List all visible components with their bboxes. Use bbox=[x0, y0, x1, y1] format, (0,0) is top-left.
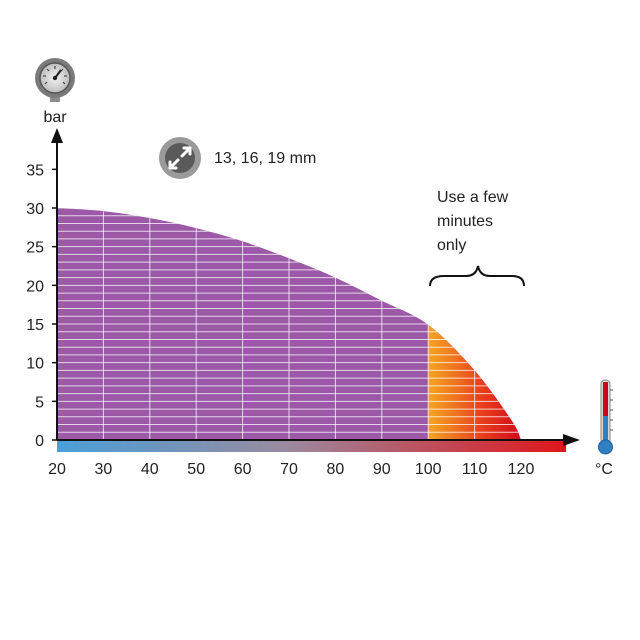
y-tick-label: 10 bbox=[26, 356, 44, 373]
pipe-size-label: 13, 16, 19 mm bbox=[214, 150, 316, 167]
x-tick-label: 30 bbox=[95, 461, 113, 478]
x-tick-label: 120 bbox=[508, 461, 535, 478]
x-tick-label: 40 bbox=[141, 461, 159, 478]
x-tick-labels: 20 30 40 50 60 70 80 90 100 110 120 bbox=[48, 461, 534, 478]
short-use-region bbox=[428, 208, 521, 440]
annotation-line-2: minutes bbox=[437, 213, 493, 230]
x-tick-label: 100 bbox=[415, 461, 442, 478]
pressure-gauge-icon bbox=[35, 58, 75, 102]
y-tick-label: 30 bbox=[26, 201, 44, 218]
thermometer-icon bbox=[598, 379, 613, 455]
y-tick-label: 35 bbox=[26, 162, 44, 179]
temperature-scale-bar bbox=[57, 440, 567, 452]
y-tick-label: 25 bbox=[26, 240, 44, 257]
annotation-line-1: Use a few bbox=[437, 189, 509, 206]
x-axis-label: °C bbox=[595, 461, 613, 478]
y-tick-label: 20 bbox=[26, 278, 44, 295]
y-tick-label: 5 bbox=[35, 394, 44, 411]
y-axis-arrow bbox=[51, 128, 63, 143]
short-use-annotation: Use a few minutes only bbox=[429, 189, 525, 287]
short-use-fill bbox=[428, 208, 521, 440]
svg-text:Use a few minutes: Use a few minutes only bbox=[437, 189, 513, 254]
x-tick-label: 20 bbox=[48, 461, 66, 478]
pipe-size-icon bbox=[159, 137, 201, 179]
x-tick-label: 50 bbox=[187, 461, 205, 478]
x-tick-label: 90 bbox=[373, 461, 391, 478]
x-tick-label: 70 bbox=[280, 461, 298, 478]
x-tick-label: 110 bbox=[462, 461, 488, 478]
y-axis-label: bar bbox=[43, 109, 67, 126]
annotation-brace bbox=[429, 265, 525, 287]
x-tick-label: 60 bbox=[234, 461, 252, 478]
x-tick-label: 80 bbox=[327, 461, 345, 478]
y-tick-label: 0 bbox=[35, 433, 44, 450]
annotation-line-3: only bbox=[437, 237, 466, 254]
y-tick-label: 15 bbox=[26, 317, 44, 334]
y-tick-labels: 0 5 10 15 20 25 30 35 bbox=[26, 162, 57, 450]
x-axis-arrow bbox=[563, 434, 580, 446]
